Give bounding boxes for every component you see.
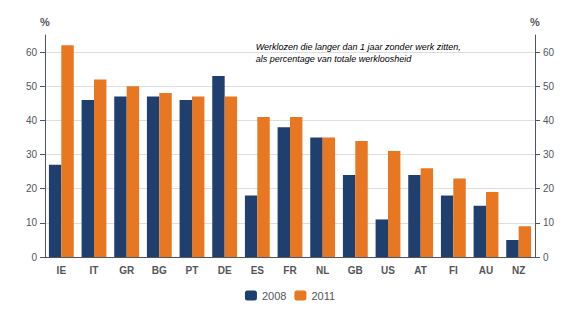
svg-text:40: 40 [543, 115, 555, 126]
svg-text:als percentage van totale werk: als percentage van totale werkloosheid [256, 54, 413, 64]
svg-text:BG: BG [152, 265, 167, 276]
svg-text:30: 30 [543, 149, 555, 160]
svg-text:IT: IT [90, 265, 99, 276]
svg-text:0: 0 [543, 252, 549, 263]
svg-text:DE: DE [218, 265, 232, 276]
svg-text:%: % [530, 16, 540, 28]
svg-text:10: 10 [543, 217, 555, 228]
svg-text:Werklozen die langer dan 1 jaa: Werklozen die langer dan 1 jaar zonder w… [256, 42, 461, 52]
svg-text:NL: NL [316, 265, 329, 276]
svg-text:2008: 2008 [262, 290, 286, 302]
svg-text:GR: GR [119, 265, 135, 276]
svg-text:AT: AT [414, 265, 427, 276]
svg-text:0: 0 [31, 252, 37, 263]
svg-text:NZ: NZ [512, 265, 525, 276]
svg-text:2011: 2011 [311, 290, 335, 302]
svg-text:ES: ES [251, 265, 265, 276]
svg-text:FR: FR [283, 265, 297, 276]
svg-text:60: 60 [26, 47, 38, 58]
svg-text:%: % [40, 16, 50, 28]
svg-text:IE: IE [57, 265, 67, 276]
svg-text:AU: AU [479, 265, 493, 276]
svg-text:50: 50 [26, 81, 38, 92]
svg-text:50: 50 [543, 81, 555, 92]
svg-text:GB: GB [348, 265, 363, 276]
svg-text:US: US [381, 265, 395, 276]
svg-text:FI: FI [449, 265, 458, 276]
svg-text:60: 60 [543, 47, 555, 58]
svg-text:40: 40 [26, 115, 38, 126]
svg-text:20: 20 [543, 183, 555, 194]
svg-text:PT: PT [186, 265, 199, 276]
svg-text:20: 20 [26, 183, 38, 194]
svg-text:30: 30 [26, 149, 38, 160]
svg-text:10: 10 [26, 217, 38, 228]
